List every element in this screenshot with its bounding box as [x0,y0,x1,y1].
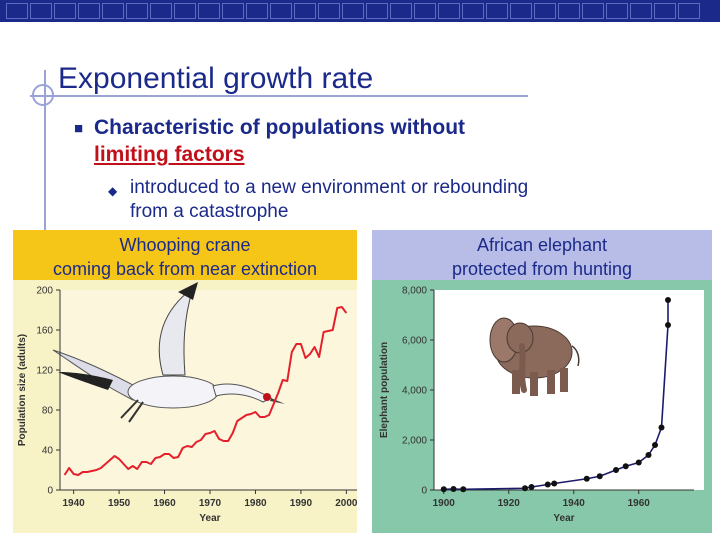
bullet1-line2: limiting factors [94,143,245,166]
elephant-data-point [440,486,447,493]
elephant-x-tick-label: 1940 [563,498,586,509]
crane-panel: Whooping crane coming back from near ext… [13,230,357,533]
elephant-data-point [551,480,558,487]
elephant-data-point [635,459,642,466]
crane-x-axis-label: Year [199,513,220,524]
diamond-bullet-icon: ◆ [108,184,118,198]
elephant-chart: 0 2,000 4,000 6,000 8,000 1900 1920 1940 1960 Yea… [372,280,712,533]
crane-caption-line1: Whooping crane [119,235,251,255]
crane-bird-illustration [52,282,285,423]
elephant-y-tick-label: 8,000 [402,286,427,297]
crane-y-tick-label: 200 [36,286,53,297]
crane-x-tick-label: 2000 [335,498,357,509]
elephant-data-point [665,322,671,328]
crane-x-tick-label: 1940 [63,498,86,509]
crane-y-axis-label: Population size (adults) [17,334,28,446]
crane-x-tick-label: 1990 [290,498,313,509]
elephant-data-point [460,486,467,493]
crane-y-tick-label: 160 [36,326,53,337]
crane-caption: Whooping crane coming back from near ext… [13,233,357,281]
elephant-data-point [450,486,457,492]
decor-circle [32,84,54,106]
elephant-data-point [622,463,629,470]
elephant-x-tick-label: 1960 [628,498,651,509]
elephant-data-point [652,442,658,448]
crane-x-tick-label: 1960 [153,498,176,509]
crane-y-tick-label: 120 [36,366,53,377]
elephant-data-point [665,297,671,303]
elephant-panel: African elephant protected from hunting … [372,230,712,533]
elephant-illustration [489,317,580,396]
decor-horizontal-line [30,95,528,97]
crane-x-tick-label: 1970 [199,498,222,509]
bullet2-line2: from a catastrophe [130,201,289,222]
elephant-caption-box [372,230,712,280]
elephant-x-axis-label: Year [553,513,574,524]
crane-caption-box [13,230,357,280]
elephant-y-tick-label: 2,000 [402,436,427,447]
elephant-x-tick-label: 1900 [433,498,456,509]
elephant-data-point [596,473,603,480]
elephant-y-tick-label: 6,000 [402,336,427,347]
crane-caption-line2: coming back from near extinction [52,259,318,279]
slide-title: Exponential growth rate [58,62,374,95]
bullet1-line1: Characteristic of populations without [94,116,466,139]
decor-vertical-line [44,70,46,240]
crane-x-tick-label: 1950 [108,498,131,509]
elephant-data-point [613,467,619,473]
crane-y-tick-label: 80 [42,406,54,417]
crane-series-line [63,306,348,476]
elephant-plot-area [434,290,704,490]
bullet2-line1: introduced to a new environment or rebou… [130,177,529,198]
elephant-caption-line1: African elephant [476,235,608,255]
elephant-caption-line2: protected from hunting [451,259,633,279]
elephant-data-point [528,484,535,490]
elephant-x-tick-label: 1920 [498,498,521,509]
elephant-data-point [658,424,665,431]
elephant-data-point [583,475,590,482]
elephant-data-point [544,481,551,488]
top-banner [0,0,720,22]
elephant-data-point [645,452,652,458]
crane-chart: 0 40 80 120 160 200 1940 1950 1960 1970 1980 1990 20… [13,280,357,533]
crane-x-tick-label: 1980 [244,498,267,509]
square-bullet-icon: ■ [74,120,84,137]
elephant-y-tick-label: 4,000 [402,386,427,397]
elephant-data-point [522,485,528,492]
elephant-caption: African elephant protected from hunting [372,233,712,281]
elephant-y-tick-label: 0 [421,486,427,497]
elephant-y-axis-label: Elephant population [379,342,390,438]
crane-y-tick-label: 0 [47,486,53,497]
crane-y-tick-label: 40 [42,446,54,457]
